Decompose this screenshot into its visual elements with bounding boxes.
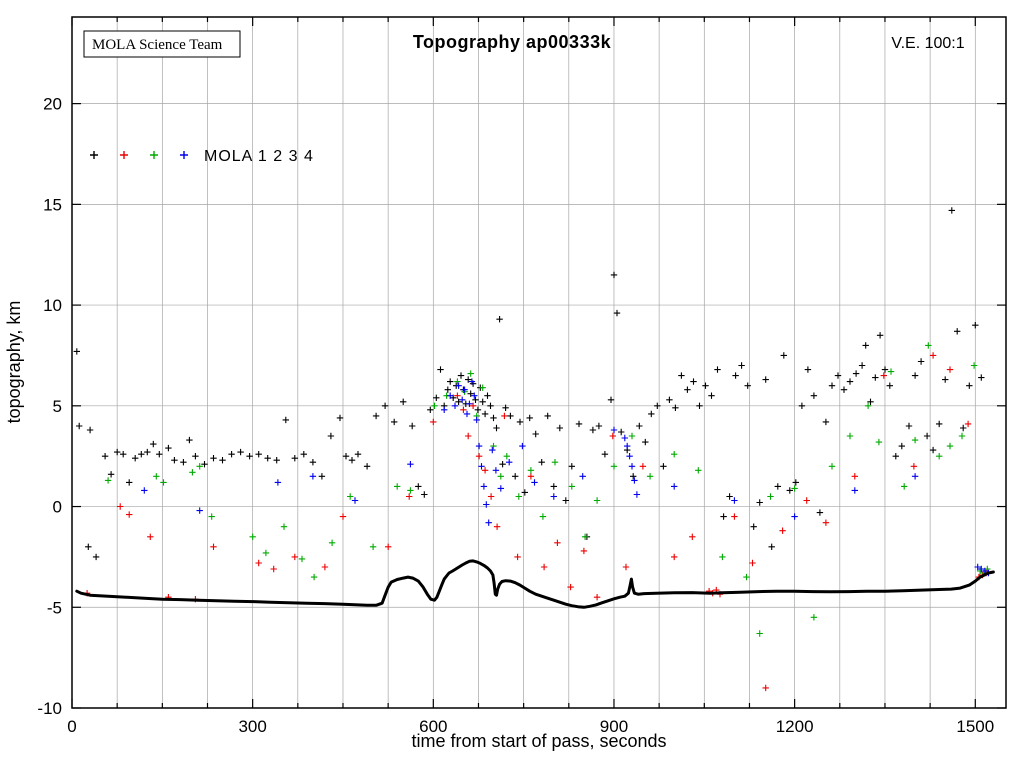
chart-title: Topography ap00333k <box>413 32 612 52</box>
x-tick-label: 300 <box>238 717 266 736</box>
legend-marker-mola-2 <box>120 151 128 159</box>
y-axis-title: topography, km <box>4 301 24 424</box>
y-tick-label: 15 <box>43 195 62 214</box>
y-tick-label: -5 <box>47 598 62 617</box>
y-tick-label: 20 <box>43 95 62 114</box>
series-mola-1 <box>73 207 985 561</box>
ground-track-profile <box>75 559 995 609</box>
legend: MOLA 1 2 3 4 <box>90 148 314 165</box>
x-axis-title: time from start of pass, seconds <box>411 731 666 751</box>
legend-plus-markers <box>90 151 188 159</box>
team-box: MOLA Science Team <box>83 30 241 58</box>
legend-marker-mola-4 <box>180 151 188 159</box>
team-box-border <box>83 30 241 58</box>
y-tick-label: -10 <box>37 699 62 718</box>
series-mola-4 <box>141 378 992 577</box>
x-tick-label: 1500 <box>956 717 994 736</box>
vertical-exaggeration-label: V.E. 100:1 <box>891 35 964 52</box>
y-tick-label: 0 <box>53 498 62 517</box>
x-tick-label: 1200 <box>776 717 814 736</box>
plot-frame <box>71 16 1007 709</box>
x-tick-label: 0 <box>67 717 76 736</box>
series-mola-2 <box>83 352 990 692</box>
ground-track-line <box>75 559 995 609</box>
y-tick-label: 5 <box>53 397 62 416</box>
team-box-label: MOLA Science Team <box>92 37 223 53</box>
axis-tick-labels: 0 300 600 900 1200 1500 -10 -5 0 5 10 15 20 <box>37 95 994 736</box>
grid-lines <box>71 17 1006 709</box>
y-tick-label: 10 <box>43 296 62 315</box>
legend-marker-mola-3 <box>150 151 158 159</box>
legend-label: MOLA 1 2 3 4 <box>204 148 314 165</box>
scatter-points <box>73 207 992 692</box>
axis-ticks <box>71 17 1006 709</box>
legend-marker-mola-1 <box>90 151 98 159</box>
x-tick-label: 900 <box>600 717 628 736</box>
x-tick-label: 600 <box>419 717 447 736</box>
